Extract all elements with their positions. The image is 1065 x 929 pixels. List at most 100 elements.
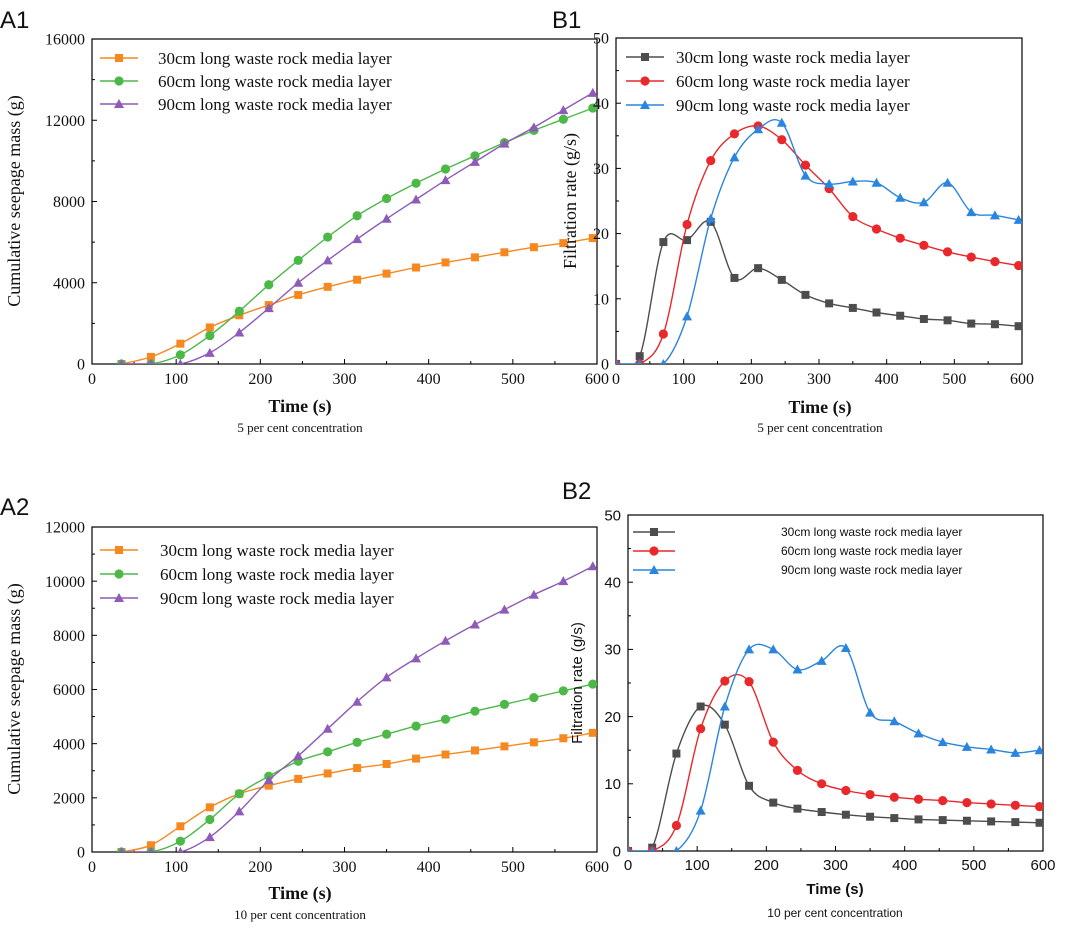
- data-point: [322, 723, 333, 733]
- data-point: [745, 781, 754, 790]
- data-point: [175, 836, 185, 846]
- series-2: [628, 673, 1043, 851]
- legend: 30cm long waste rock media layer 60cm lon…: [100, 49, 392, 114]
- chart-a2: A20 100 200 300 400 500 6000200040006000800010…: [0, 494, 609, 922]
- data-point: [616, 359, 619, 364]
- legend-marker: [114, 593, 124, 602]
- data-point: [792, 664, 803, 674]
- y-tick-label: 10: [593, 291, 609, 308]
- y-tick-label: 4000: [53, 736, 85, 753]
- data-point: [263, 775, 274, 785]
- data-point: [499, 138, 510, 148]
- data-point: [754, 264, 763, 273]
- x-tick-label: 0: [88, 371, 96, 388]
- x-tick-label: 400: [892, 857, 917, 874]
- data-point: [558, 686, 568, 696]
- series-1: [117, 728, 597, 852]
- data-point: [381, 213, 392, 223]
- data-point: [1034, 745, 1043, 755]
- x-tick-label: 200: [248, 859, 272, 876]
- panel-label: A1: [0, 7, 29, 34]
- legend-marker: [115, 54, 123, 62]
- legend-marker: [115, 546, 123, 554]
- data-point: [470, 151, 480, 161]
- x-tick-label: 300: [807, 371, 831, 388]
- legend-label: 60cm long waste rock media layer: [676, 72, 910, 91]
- y-tick-label: 20: [604, 709, 621, 726]
- data-point: [817, 808, 826, 817]
- data-point: [987, 817, 996, 826]
- data-point: [381, 729, 392, 739]
- data-point: [148, 847, 154, 852]
- legend-label: 30cm long waste rock media layer: [158, 49, 392, 68]
- data-point: [381, 193, 392, 204]
- y-tick-label: 30: [593, 161, 609, 178]
- caption: 10 per cent concentration: [767, 906, 902, 920]
- data-point: [1011, 818, 1020, 827]
- data-point: [440, 635, 451, 645]
- y-tick-label: 8000: [53, 628, 85, 645]
- data-point: [673, 846, 680, 851]
- data-point: [118, 847, 125, 852]
- data-point: [587, 561, 597, 571]
- data-point: [558, 105, 569, 115]
- series-line: [121, 92, 594, 364]
- y-tick-label: 50: [593, 31, 609, 48]
- y-axis-label: Cumulative seepage mass (g): [4, 95, 25, 306]
- data-point: [938, 816, 947, 825]
- caption: 10 per cent concentration: [234, 907, 366, 922]
- y-tick-label: 8000: [53, 194, 85, 211]
- data-point: [943, 316, 952, 325]
- data-point: [913, 728, 924, 738]
- data-point: [204, 832, 215, 842]
- x-tick-label: 300: [333, 371, 357, 388]
- x-tick-label: 600: [585, 371, 609, 388]
- series-3: [616, 117, 1022, 364]
- data-point: [470, 706, 480, 716]
- panel-label: A2: [0, 494, 29, 521]
- x-tick-label: 500: [501, 859, 525, 876]
- y-tick-label: 10: [604, 776, 621, 793]
- legend-label: 30cm long waste rock media layer: [160, 541, 394, 560]
- data-point: [990, 320, 999, 329]
- data-point: [962, 816, 971, 825]
- data-point: [148, 359, 154, 364]
- series-line: [628, 704, 1040, 851]
- data-point: [659, 238, 668, 247]
- data-point: [234, 306, 244, 316]
- legend-label: 60cm long waste rock media layer: [158, 72, 392, 91]
- data-point: [588, 679, 597, 689]
- series-line: [628, 673, 1040, 851]
- legend: 30cm long waste rock media layer 60cm lon…: [633, 525, 962, 577]
- series-line: [616, 125, 1019, 364]
- data-point: [730, 273, 739, 282]
- legend-label: 90cm long waste rock media layer: [158, 95, 392, 114]
- x-tick-label: 200: [754, 857, 779, 874]
- data-point: [323, 747, 333, 757]
- data-point: [559, 734, 568, 743]
- legend-label: 90cm long waste rock media layer: [676, 96, 910, 115]
- x-tick-label: 400: [417, 371, 441, 388]
- series-2: [616, 121, 1022, 364]
- x-tick-label: 100: [685, 857, 710, 874]
- data-point: [942, 247, 953, 257]
- data-point: [729, 152, 740, 162]
- data-point: [895, 192, 906, 202]
- series-1: [628, 702, 1043, 851]
- data-point: [865, 789, 875, 800]
- data-point: [895, 233, 905, 243]
- data-point: [817, 779, 827, 789]
- legend-label: 90cm long waste rock media layer: [160, 589, 394, 608]
- data-point: [682, 311, 693, 321]
- data-point: [636, 359, 643, 364]
- x-tick-label: 500: [501, 371, 525, 388]
- panel-label: B1: [552, 7, 581, 34]
- series-line: [121, 565, 594, 852]
- data-point: [588, 234, 597, 243]
- data-point: [840, 643, 851, 653]
- legend-label: 60cm long waste rock media layer: [781, 544, 962, 558]
- data-point: [841, 810, 850, 819]
